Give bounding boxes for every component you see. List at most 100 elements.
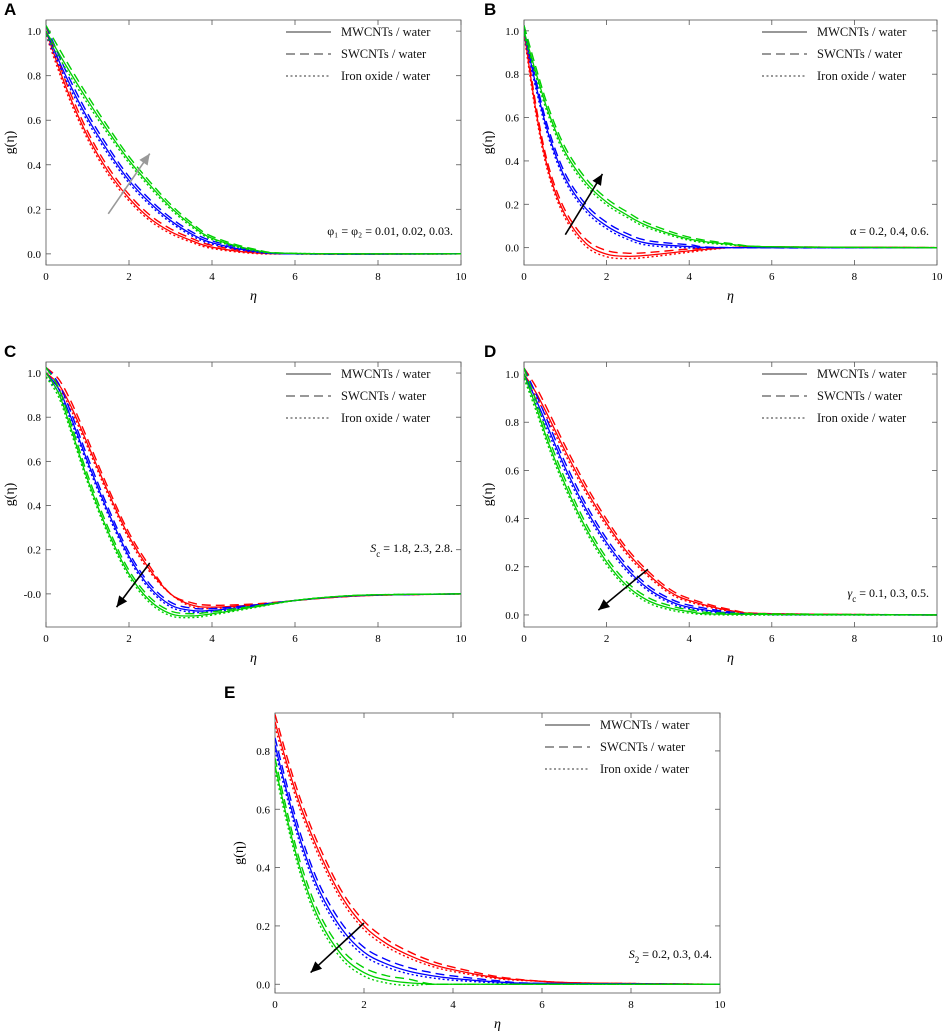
trend-arrow-shaft: [107, 153, 151, 215]
chart-panel-d: D 0 2 4 6 8 10 0.0 0.2 0.4 0.6 0.8 1.0 η g(η) MWCNTs /…: [474, 342, 948, 666]
series-0.2-mwcnt-line: [524, 30, 937, 258]
series-0.2-iron-oxide-line: [524, 34, 937, 260]
x-tick-label: 10: [932, 633, 944, 645]
legend-label: MWCNTs / water: [817, 25, 907, 39]
panel-label: D: [484, 342, 497, 361]
y-tick-label: -0.0: [24, 589, 42, 601]
y-tick-label: 0.0: [256, 979, 270, 991]
chart-d: 0 2 4 6 8 10 0.0 0.2 0.4 0.6 0.8 1.0 η g(η) MWCNTs / w…: [481, 361, 944, 666]
y-axis-label: g(η): [232, 841, 247, 865]
plot-area: [275, 714, 720, 987]
chart-panel-e: E 0 2 4 6 8 10 0.0 0.2 0.4 0.6 0.8 η g(η) MWCNTs / wa…: [220, 683, 730, 1033]
series-0.5-mwcnt-line: [524, 373, 937, 616]
parameter-annotation: Sc = 1.8, 2.3, 2.8.: [370, 541, 453, 559]
series-0.2-iron-oxide-line: [275, 726, 720, 985]
chart-b: 0 2 4 6 8 10 0.0 0.2 0.4 0.6 0.8 1.0 η g(η) MWCNTs / w…: [481, 19, 943, 304]
y-tick-label: 0.4: [505, 156, 519, 168]
series-0.3-iron-oxide-line: [275, 750, 720, 985]
x-tick-label: 10: [456, 271, 468, 283]
series-0.4-iron-oxide-line: [524, 34, 937, 249]
series-0.4-swcnt-line: [524, 25, 937, 249]
legend-label: MWCNTs / water: [600, 718, 690, 732]
chart-a: 0 2 4 6 8 10 0.0 0.2 0.4 0.6 0.8 1.0 η g(η) MWCNTs / w…: [3, 19, 468, 304]
plot-area: [524, 25, 937, 260]
series-0.01-iron-oxide-line: [46, 34, 461, 255]
series-1.8-mwcnt-line: [46, 372, 461, 608]
trend-arrow-shaft: [564, 173, 604, 236]
parameter-annotation: S2 = 0.2, 0.3, 0.4.: [629, 947, 712, 965]
y-tick-label: 0.6: [505, 465, 519, 477]
series-0.01-swcnt-line: [46, 25, 461, 255]
chart-c: 0 2 4 6 8 10 -0.0 0.2 0.4 0.6 0.8 1.0 η g(η) MWCNTs / …: [3, 361, 467, 666]
series-0.4-iron-oxide-line: [275, 770, 720, 987]
plot-area: [46, 366, 461, 619]
chart-panel-b: B 0 2 4 6 8 10 0.0 0.2 0.4 0.6 0.8 1.0 η g(η) MWCNTs /…: [474, 0, 948, 320]
y-tick-label: 0.8: [505, 69, 519, 81]
x-axis-label: η: [250, 289, 257, 304]
legend-label: Iron oxide / water: [600, 762, 690, 776]
series-0.3-iron-oxide-line: [524, 378, 937, 616]
plot-area: [524, 367, 937, 616]
x-tick-label: 0: [521, 271, 527, 283]
y-tick-label: 0.4: [27, 160, 41, 172]
y-tick-label: 0.2: [27, 204, 41, 216]
y-tick-label: 1.0: [505, 369, 519, 381]
series-2.8-mwcnt-line: [46, 372, 461, 617]
x-tick-label: 4: [209, 633, 215, 645]
x-tick-label: 4: [450, 999, 456, 1011]
series-0.3-swcnt-line: [524, 367, 937, 616]
y-tick-label: 0.0: [505, 243, 519, 255]
series-2.8-swcnt-line: [46, 367, 461, 615]
series-0.6-swcnt-line: [524, 25, 937, 249]
y-tick-label: 0.6: [256, 804, 270, 816]
y-tick-label: 0.8: [27, 71, 41, 83]
series-0.03-mwcnt-line: [46, 30, 461, 255]
series-0.4-swcnt-line: [275, 758, 720, 986]
y-tick-label: 1.0: [505, 26, 519, 38]
x-tick-label: 6: [769, 633, 775, 645]
legend-label: MWCNTs / water: [817, 367, 907, 381]
y-tick-label: 0.4: [27, 501, 41, 513]
y-tick-label: 0.4: [505, 514, 519, 526]
x-tick-label: 4: [686, 633, 692, 645]
y-tick-label: 0.6: [505, 113, 519, 125]
chart-panel-c: C 0 2 4 6 8 10 -0.0 0.2 0.4 0.6 0.8 1.0 η g(η) MWCNTs …: [0, 342, 474, 666]
parameter-annotation: α = 0.2, 0.4, 0.6.: [850, 224, 929, 238]
x-tick-label: 6: [292, 633, 298, 645]
series-0.2-swcnt-line: [524, 25, 937, 255]
y-tick-label: 1.0: [27, 26, 41, 38]
plot-frame: [274, 712, 721, 994]
legend-label: Iron oxide / water: [817, 411, 907, 425]
x-tick-label: 0: [43, 633, 49, 645]
chart-e: 0 2 4 6 8 10 0.0 0.2 0.4 0.6 0.8 η g(η) MWCNTs / wate…: [232, 712, 726, 1032]
series-0.03-swcnt-line: [46, 25, 461, 255]
series-2.3-swcnt-line: [46, 367, 461, 610]
legend-label: SWCNTs / water: [341, 389, 427, 403]
trend-arrow-head: [116, 595, 128, 608]
x-axis-label: η: [494, 1017, 501, 1032]
panel-label: E: [224, 683, 236, 702]
legend-label: SWCNTs / water: [817, 47, 903, 61]
y-tick-label: 0.0: [27, 249, 41, 261]
y-tick-label: 0.6: [27, 115, 41, 127]
legend-label: Iron oxide / water: [341, 411, 431, 425]
x-tick-label: 8: [375, 271, 381, 283]
x-tick-label: 6: [292, 271, 298, 283]
chart-panel-a: A 0 2 4 6 8 10 0.0 0.2 0.4 0.6 0.8 1.0 η g(η) MWCNTs /…: [0, 0, 474, 320]
x-tick-label: 2: [126, 633, 132, 645]
x-tick-label: 0: [43, 271, 49, 283]
y-axis-label: g(η): [481, 130, 496, 154]
series-0.01-mwcnt-line: [46, 30, 461, 255]
series-0.3-swcnt-line: [275, 737, 720, 985]
x-tick-label: 4: [686, 271, 692, 283]
plot-frame: [45, 19, 462, 266]
parameter-annotation: φ₁ = φ₂ = 0.01, 0.02, 0.03.: [327, 224, 453, 238]
y-axis-label: g(η): [3, 482, 18, 506]
y-tick-label: 0.8: [505, 417, 519, 429]
legend-label: Iron oxide / water: [817, 69, 907, 83]
x-tick-label: 6: [769, 271, 775, 283]
legend-label: Iron oxide / water: [341, 69, 431, 83]
y-tick-label: 0.8: [256, 746, 270, 758]
x-tick-label: 0: [521, 633, 527, 645]
series-0.4-mwcnt-line: [275, 765, 720, 985]
